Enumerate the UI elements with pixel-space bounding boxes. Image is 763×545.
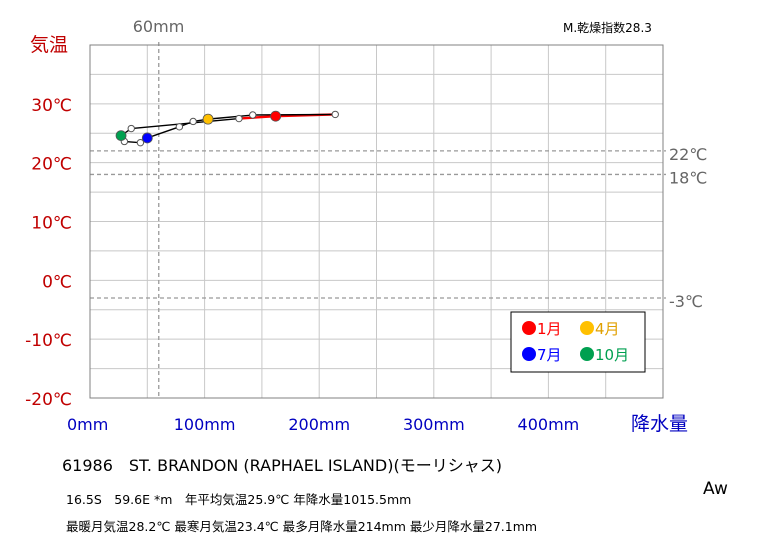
legend-marker-1 [522,321,536,335]
plot-frame [89,44,664,399]
x-tick-label: 300mm [403,415,465,434]
legend-marker-10 [580,347,594,361]
month-path [120,113,336,144]
month-point-1 [270,110,282,122]
legend-label-4: 4月 [595,320,620,338]
month-point-2 [331,110,339,119]
legend-label-10: 10月 [595,346,629,364]
y-tick-label: 10℃ [31,214,72,234]
legend-label-1: 1月 [537,320,562,338]
reference-lines: 22℃ 18℃ -3℃ 60mm [90,17,707,398]
month-segment [131,117,240,130]
month-segment [238,114,276,120]
y-tick-label: 20℃ [31,155,72,175]
month-points [115,110,339,147]
month-point-10 [115,130,127,142]
reference-label-22: 22℃ [669,145,707,164]
reference-label-precip-60: 60mm [133,17,185,36]
month-point-7 [141,132,153,144]
dryness-index: M.乾燥指数28.3 [563,20,652,35]
reference-label--3: -3℃ [669,292,703,311]
x-axis-label: 降水量 [631,413,688,435]
x-axis-tick-labels: 0mm 100mm 200mm 300mm 400mm [67,415,579,434]
y-axis-tick-labels: 30℃ 20℃ 10℃ 0℃ -10℃ -20℃ [25,96,72,410]
legend: 1月 4月 7月 10月 [510,311,646,373]
legend-marker-4 [580,321,594,335]
x-tick-label: 0mm [67,415,108,434]
month-point-5 [189,117,197,126]
station-info-line-1: 16.5S 59.6E *m 年平均気温25.9℃ 年降水量1015.5mm [66,492,412,507]
month-segment [252,113,336,116]
month-point-4 [202,113,214,125]
month-point-8 [136,138,145,147]
month-point-6 [175,123,184,131]
reference-label-18: 18℃ [669,168,707,187]
climate-code: Aw [703,479,728,499]
x-tick-label: 400mm [518,415,580,434]
y-tick-label: -10℃ [25,331,72,351]
station-info-line-2: 最暖月気温28.2℃ 最寒月気温23.4℃ 最多月降水量214mm 最少月降水量… [66,519,538,534]
month-point-11 [127,124,135,133]
x-tick-label: 200mm [288,415,350,434]
station-title: 61986 ST. BRANDON (RAPHAEL ISLAND)(モーリシャ… [62,456,502,475]
y-axis-label: 気温 [30,34,68,56]
legend-box [510,311,646,373]
legend-label-7: 7月 [537,346,562,364]
month-segment [207,114,253,120]
month-segment [147,126,180,139]
month-point-3 [249,111,257,119]
y-tick-label: -20℃ [25,390,72,410]
y-tick-label: 30℃ [31,96,72,116]
month-point-12 [235,114,243,123]
y-tick-label: 0℃ [42,272,72,292]
x-tick-label: 100mm [174,415,236,434]
grid-layer [90,45,663,398]
legend-marker-7 [522,347,536,361]
